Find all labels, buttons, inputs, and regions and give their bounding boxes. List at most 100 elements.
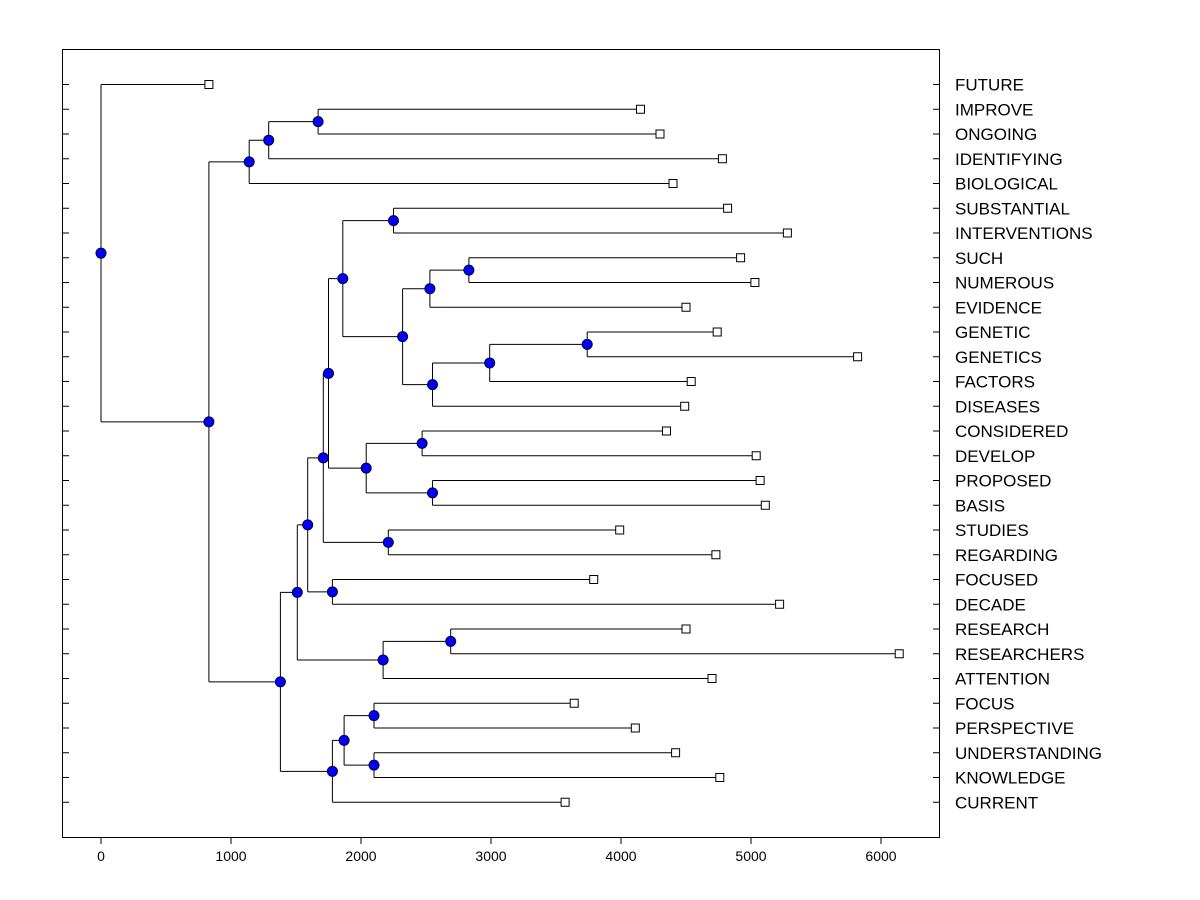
merge-node	[397, 331, 409, 343]
leaf-marker	[630, 723, 640, 733]
leaf-label: FOCUSED	[955, 571, 1038, 590]
leaf-marker	[707, 674, 717, 683]
leaf-label: DISEASES	[955, 397, 1040, 416]
leaf-label: RESEARCH	[955, 620, 1049, 639]
leaf-label: UNDERSTANDING	[955, 744, 1102, 763]
merge-node	[302, 519, 314, 531]
merge-node	[312, 116, 324, 128]
leaf-marker	[686, 377, 696, 386]
leaf-marker	[715, 773, 725, 782]
merge-node	[274, 676, 286, 688]
leaf-label: CURRENT	[955, 793, 1038, 812]
leaf-marker	[751, 451, 761, 461]
leaf-marker	[853, 352, 863, 362]
merge-node	[427, 379, 438, 391]
merge-node	[388, 215, 399, 227]
merge-node	[337, 273, 349, 285]
leaf-label: SUCH	[955, 249, 1003, 268]
leaf-marker	[723, 203, 733, 213]
merge-node	[424, 283, 436, 295]
leaf-label: IMPROVE	[955, 100, 1033, 119]
leaf-marker	[750, 278, 760, 287]
leaf-marker	[755, 476, 765, 485]
merge-node	[368, 710, 380, 722]
merge-node	[291, 586, 303, 598]
x-tick-label: 0	[97, 848, 105, 864]
leaf-label: CONSIDERED	[955, 422, 1068, 441]
merge-node	[95, 247, 107, 259]
leaf-label: KNOWLEDGE	[955, 769, 1066, 788]
merge-node	[203, 416, 215, 428]
leaf-marker	[711, 550, 721, 560]
leaf-marker	[681, 624, 691, 634]
merge-node	[484, 357, 496, 369]
leaf-label: FACTORS	[955, 373, 1035, 392]
leaf-marker	[680, 401, 690, 411]
leaf-label: INTERVENTIONS	[955, 224, 1093, 243]
x-axis: 0 1000 2000 3000 4000 5000 6000	[97, 837, 897, 864]
leaf-label: IDENTIFYING	[955, 150, 1063, 169]
leaf-marker	[782, 228, 792, 238]
leaf-marker	[894, 649, 904, 659]
merge-node	[368, 759, 380, 771]
leaf-label: EVIDENCE	[955, 298, 1042, 317]
leaf-label: NUMEROUS	[955, 274, 1054, 293]
leaf-label: PERSPECTIVE	[955, 719, 1074, 738]
merge-node	[416, 437, 428, 449]
leaf-marker	[560, 797, 570, 807]
x-tick-label: 3000	[475, 848, 506, 864]
leaf-marker	[655, 129, 665, 139]
merge-node	[445, 635, 457, 647]
leaf-marker	[712, 327, 722, 337]
leaf-label: ONGOING	[955, 125, 1037, 144]
leaf-markers	[204, 80, 904, 807]
leaf-label: DEVELOP	[955, 447, 1035, 466]
leaf-marker	[775, 599, 785, 609]
merge-node	[338, 734, 350, 746]
leaf-marker	[615, 525, 625, 535]
leaf-label: GENETIC	[955, 323, 1031, 342]
merge-node	[360, 462, 372, 474]
merge-node	[323, 367, 334, 379]
leaf-label: FOCUS	[955, 694, 1015, 713]
merge-node	[377, 654, 389, 666]
merge-node	[463, 264, 475, 276]
plot-frame	[62, 49, 940, 838]
merge-node	[243, 156, 255, 168]
merge-node	[326, 765, 338, 777]
x-tick-label: 6000	[865, 848, 896, 864]
merge-node	[382, 536, 394, 548]
leaf-label: RESEARCHERS	[955, 645, 1084, 664]
leaf-label: SUBSTANTIAL	[955, 199, 1070, 218]
x-tick-label: 5000	[735, 848, 766, 864]
merge-node	[263, 134, 275, 146]
y-ticks	[62, 84, 940, 803]
x-tick-label: 1000	[215, 848, 246, 864]
leaf-marker	[636, 104, 645, 114]
leaf-label: BIOLOGICAL	[955, 175, 1058, 194]
leaf-marker	[681, 302, 691, 312]
leaf-label: BASIS	[955, 496, 1005, 515]
merge-node	[427, 487, 438, 499]
leaf-marker	[668, 179, 678, 188]
leaf-label: REGARDING	[955, 546, 1058, 565]
merge-node	[581, 338, 593, 350]
leaf-label: ATTENTION	[955, 670, 1050, 689]
leaf-labels: FUTURE IMPROVE ONGOING IDENTIFYING BIOLOGICA…	[955, 76, 1102, 813]
leaf-label: GENETICS	[955, 348, 1042, 367]
merge-nodes	[95, 116, 593, 777]
x-tick-label: 2000	[345, 848, 376, 864]
leaf-label: STUDIES	[955, 521, 1029, 540]
leaf-marker	[569, 698, 579, 708]
leaf-label: DECADE	[955, 595, 1026, 614]
leaf-marker	[671, 748, 681, 758]
merge-node	[326, 586, 338, 598]
leaf-marker	[204, 80, 214, 89]
leaf-marker	[589, 575, 599, 584]
leaf-marker	[662, 426, 671, 436]
merge-node	[317, 452, 329, 464]
leaf-label: FUTURE	[955, 76, 1024, 95]
leaf-marker	[760, 500, 770, 510]
leaf-marker	[736, 253, 746, 263]
